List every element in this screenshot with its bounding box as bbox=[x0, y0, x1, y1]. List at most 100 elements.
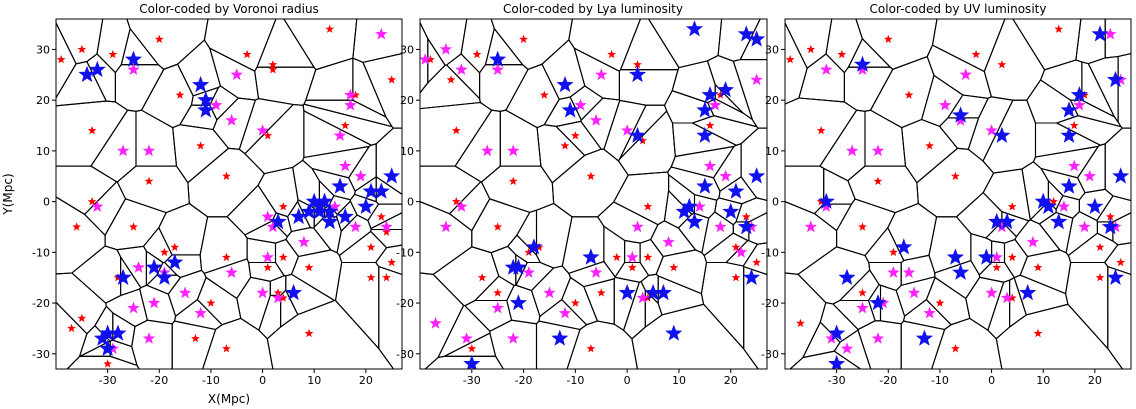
voronoi-cell bbox=[797, 246, 871, 305]
medium-star-marker bbox=[574, 98, 587, 111]
small-star-marker bbox=[643, 252, 653, 262]
medium-star-marker bbox=[887, 266, 900, 278]
medium-star-marker bbox=[225, 113, 238, 126]
large-star-marker bbox=[1060, 126, 1078, 143]
small-star-marker bbox=[446, 75, 456, 84]
small-star-marker bbox=[858, 288, 867, 297]
voronoi-cell bbox=[135, 109, 178, 167]
large-star-marker bbox=[680, 197, 698, 214]
small-star-marker bbox=[278, 202, 288, 211]
small-star-marker bbox=[935, 298, 945, 307]
large-star-marker bbox=[285, 283, 303, 301]
small-star-marker bbox=[144, 176, 154, 185]
y-tick-label: 10 bbox=[765, 145, 779, 158]
large-star-marker bbox=[556, 75, 574, 93]
x-tick-label: 10 bbox=[672, 374, 686, 387]
small-star-marker bbox=[858, 222, 867, 231]
y-tick-label: -10 bbox=[761, 246, 779, 259]
voronoi-cell bbox=[947, 94, 989, 119]
medium-star-marker bbox=[256, 286, 269, 299]
large-star-marker bbox=[737, 25, 755, 42]
large-star-marker bbox=[685, 212, 704, 230]
medium-star-marker bbox=[1057, 200, 1070, 212]
large-star-marker bbox=[78, 65, 96, 83]
voronoi-cell bbox=[164, 254, 203, 279]
x-tick-label: -20 bbox=[879, 374, 897, 387]
large-star-marker bbox=[1106, 70, 1125, 88]
medium-star-marker bbox=[507, 144, 520, 157]
medium-star-marker bbox=[1104, 27, 1117, 40]
voronoi-cell bbox=[1003, 238, 1029, 279]
voronoi-cell bbox=[120, 256, 142, 297]
medium-star-marker bbox=[990, 250, 1003, 263]
voronoi-cell bbox=[484, 28, 524, 66]
y-tick-label: 30 bbox=[765, 43, 779, 56]
voronoi-cell bbox=[864, 109, 907, 167]
voronoi-cell bbox=[535, 202, 573, 269]
voronoi-cell bbox=[420, 101, 493, 167]
small-star-marker bbox=[752, 257, 761, 267]
small-star-marker bbox=[222, 344, 231, 353]
y-tick-label: -10 bbox=[396, 246, 414, 259]
small-star-marker bbox=[196, 141, 205, 150]
small-star-marker bbox=[87, 197, 97, 206]
small-star-marker bbox=[175, 90, 185, 99]
voronoi-cell bbox=[114, 64, 165, 112]
small-star-marker bbox=[222, 252, 231, 262]
small-star-marker bbox=[206, 298, 216, 307]
large-star-marker bbox=[316, 192, 334, 209]
voronoi-cell bbox=[432, 246, 500, 307]
small-star-marker bbox=[904, 90, 914, 99]
small-star-marker bbox=[586, 344, 596, 353]
large-star-marker bbox=[1106, 268, 1125, 285]
medium-star-marker bbox=[871, 144, 885, 157]
voronoi-cell bbox=[700, 261, 745, 350]
large-star-marker bbox=[362, 182, 380, 199]
small-star-marker bbox=[741, 212, 751, 221]
y-axis-ticks: -30 -20 -10 0 10 20 30 bbox=[761, 43, 785, 361]
voronoi-cell bbox=[375, 127, 402, 195]
stars bbox=[56, 24, 401, 368]
voronoi-cell bbox=[203, 258, 252, 299]
voronoi-cell bbox=[921, 74, 964, 127]
medium-star-marker bbox=[856, 301, 869, 314]
large-star-marker bbox=[737, 218, 755, 235]
small-star-marker bbox=[519, 34, 528, 43]
medium-star-marker bbox=[714, 220, 727, 233]
medium-star-marker bbox=[439, 220, 453, 233]
voronoi-cell bbox=[671, 122, 737, 157]
large-star-marker bbox=[988, 212, 1006, 230]
large-star-marker bbox=[915, 329, 933, 346]
large-star-marker bbox=[618, 283, 636, 301]
medium-star-marker bbox=[636, 291, 649, 304]
voronoi-cell bbox=[179, 104, 218, 131]
x-tick-label: 0 bbox=[259, 374, 266, 387]
small-star-marker bbox=[472, 49, 482, 59]
y-tick-label: -20 bbox=[396, 297, 414, 310]
small-star-marker bbox=[1116, 257, 1125, 267]
voronoi-cell bbox=[236, 276, 271, 331]
large-star-marker bbox=[685, 20, 704, 37]
small-star-marker bbox=[263, 131, 273, 140]
medium-star-marker bbox=[375, 27, 388, 40]
medium-star-marker bbox=[261, 250, 274, 263]
y-tick-label: -30 bbox=[761, 348, 779, 361]
large-star-marker bbox=[99, 324, 117, 341]
medium-star-marker bbox=[1026, 235, 1040, 248]
small-star-marker bbox=[560, 141, 570, 150]
small-star-marker bbox=[366, 273, 376, 282]
large-star-marker bbox=[192, 75, 210, 93]
medium-star-marker bbox=[142, 144, 156, 157]
small-star-marker bbox=[451, 197, 461, 206]
small-star-marker bbox=[925, 141, 934, 150]
small-star-marker bbox=[992, 263, 1002, 272]
medium-star-marker bbox=[1000, 291, 1014, 304]
small-star-marker bbox=[638, 136, 648, 145]
medium-star-marker bbox=[91, 200, 104, 212]
voronoi-cell bbox=[290, 249, 343, 302]
voronoi-cell bbox=[158, 202, 209, 256]
voronoi-cell bbox=[258, 294, 282, 340]
voronoi-cell bbox=[748, 212, 767, 245]
small-star-marker bbox=[796, 318, 805, 328]
large-star-marker bbox=[748, 30, 766, 47]
